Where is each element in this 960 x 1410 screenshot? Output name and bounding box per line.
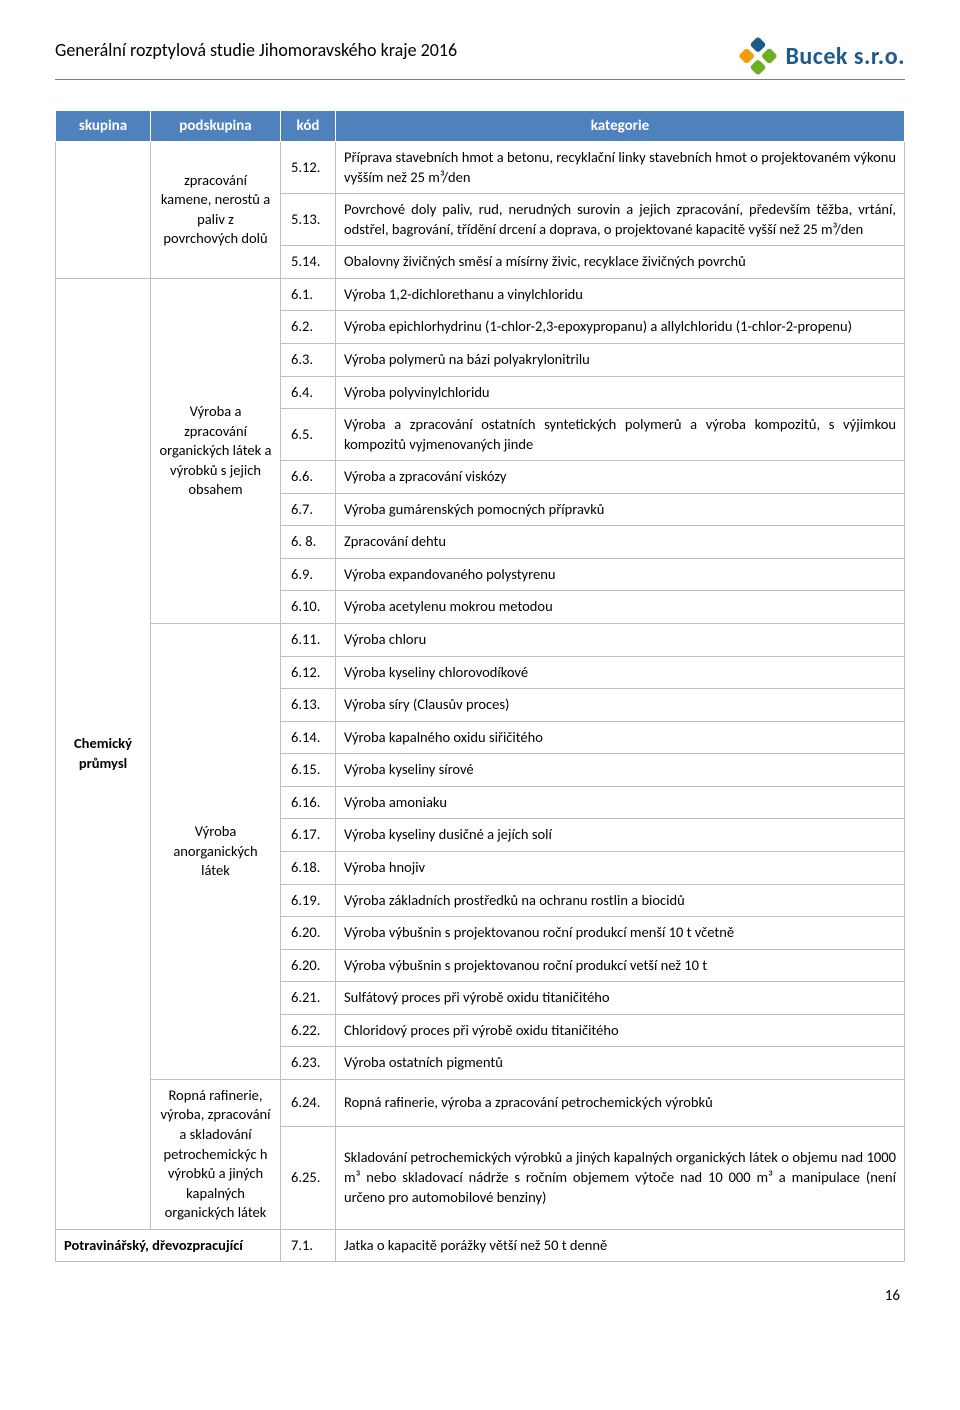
table-cell: 6.6.: [281, 461, 336, 494]
table-cell: Výroba acetylenu mokrou metodou: [336, 591, 905, 624]
table-cell: Výroba kyseliny dusičné a jejích solí: [336, 819, 905, 852]
table-cell: 6. 8.: [281, 526, 336, 559]
table-cell: Chloridový proces při výrobě oxidu titan…: [336, 1014, 905, 1047]
table-cell: Výroba kapalného oxidu siřičitého: [336, 721, 905, 754]
col-header-skupina: skupina: [56, 111, 151, 142]
table-cell: 6.14.: [281, 721, 336, 754]
table-cell: 6.20.: [281, 949, 336, 982]
table-cell: Výroba kyseliny chlorovodíkové: [336, 656, 905, 689]
table-cell: Výroba expandovaného polystyrenu: [336, 558, 905, 591]
table-cell: Chemický průmysl: [56, 278, 151, 1229]
table-cell: 6.10.: [281, 591, 336, 624]
table-cell: 6.25.: [281, 1126, 336, 1229]
table-cell: 6.2.: [281, 311, 336, 344]
table-cell: 6.9.: [281, 558, 336, 591]
table-cell: Potravinářský, dřevozpracující: [56, 1229, 281, 1262]
table-cell: 6.13.: [281, 689, 336, 722]
table-cell: Výroba a zpracování viskózy: [336, 461, 905, 494]
table-cell: 6.12.: [281, 656, 336, 689]
table-cell: Povrchové doly paliv, rud, nerudných sur…: [336, 194, 905, 246]
table-cell: 6.23.: [281, 1047, 336, 1080]
table-cell: 6.22.: [281, 1014, 336, 1047]
table-cell: Výroba anorganických látek: [151, 624, 281, 1080]
table-cell: 6.11.: [281, 624, 336, 657]
table-cell: Výroba polymerů na bázi polyakrylonitril…: [336, 343, 905, 376]
table-cell: [56, 142, 151, 279]
table-cell: Výroba a zpracování organických látek a …: [151, 278, 281, 623]
table-header-row: skupina podskupina kód kategorie: [56, 111, 905, 142]
table-cell: Výroba epichlorhydrinu (1-chlor-2,3-epox…: [336, 311, 905, 344]
logo-text: Bucek s.r.o.: [785, 42, 905, 71]
table-cell: Výroba základních prostředků na ochranu …: [336, 884, 905, 917]
table-cell: Výroba gumárenských pomocných přípravků: [336, 493, 905, 526]
table-cell: Výroba výbušnin s projektovanou roční pr…: [336, 949, 905, 982]
page-number: 16: [55, 1287, 905, 1305]
col-header-kod: kód: [281, 111, 336, 142]
table-cell: 6.1.: [281, 278, 336, 311]
table-cell: 6.16.: [281, 786, 336, 819]
table-cell: 6.5.: [281, 409, 336, 461]
table-cell: Výroba a zpracování ostatních syntetický…: [336, 409, 905, 461]
table-cell: Výroba kyseliny sírové: [336, 754, 905, 787]
table-cell: Zpracování dehtu: [336, 526, 905, 559]
table-cell: Výroba polyvinylchloridu: [336, 376, 905, 409]
company-logo: Bucek s.r.o.: [737, 35, 905, 77]
table-cell: 6.21.: [281, 982, 336, 1015]
table-cell: Ropná rafinerie, výroba, zpracování a sk…: [151, 1079, 281, 1229]
table-cell: 5.13.: [281, 194, 336, 246]
table-cell: zpracování kamene, nerostů a paliv z pov…: [151, 142, 281, 279]
table-cell: Výroba chloru: [336, 624, 905, 657]
table-cell: 6.3.: [281, 343, 336, 376]
table-cell: 5.12.: [281, 142, 336, 194]
table-cell: 6.20.: [281, 917, 336, 950]
document-header: Generální rozptylová studie Jihomoravské…: [55, 35, 905, 80]
table-cell: 6.4.: [281, 376, 336, 409]
table-cell: Výroba výbušnin s projektovanou roční pr…: [336, 917, 905, 950]
table-cell: Výroba 1,2-dichlorethanu a vinylchloridu: [336, 278, 905, 311]
table-cell: Výroba ostatních pigmentů: [336, 1047, 905, 1080]
table-cell: 7.1.: [281, 1229, 336, 1262]
table-cell: Výroba síry (Clausův proces): [336, 689, 905, 722]
logo-icon: [737, 35, 779, 77]
table-cell: Příprava stavebních hmot a betonu, recyk…: [336, 142, 905, 194]
table-cell: 6.17.: [281, 819, 336, 852]
table-cell: 6.19.: [281, 884, 336, 917]
table-cell: 6.7.: [281, 493, 336, 526]
col-header-kategorie: kategorie: [336, 111, 905, 142]
table-cell: 6.24.: [281, 1079, 336, 1126]
table-cell: 5.14.: [281, 246, 336, 279]
table-cell: Skladování petrochemických výrobků a jin…: [336, 1126, 905, 1229]
table-cell: 6.15.: [281, 754, 336, 787]
document-title: Generální rozptylová studie Jihomoravské…: [55, 35, 457, 61]
table-cell: Výroba hnojiv: [336, 851, 905, 884]
table-cell: Ropná rafinerie, výroba a zpracování pet…: [336, 1079, 905, 1126]
table-cell: Obalovny živičných směsí a mísírny živic…: [336, 246, 905, 279]
table-cell: Jatka o kapacitě porážky větší než 50 t …: [336, 1229, 905, 1262]
table-cell: Výroba amoniaku: [336, 786, 905, 819]
categories-table: skupina podskupina kód kategorie zpracov…: [55, 110, 905, 1262]
table-cell: 6.18.: [281, 851, 336, 884]
table-cell: Sulfátový proces při výrobě oxidu titani…: [336, 982, 905, 1015]
col-header-podskupina: podskupina: [151, 111, 281, 142]
